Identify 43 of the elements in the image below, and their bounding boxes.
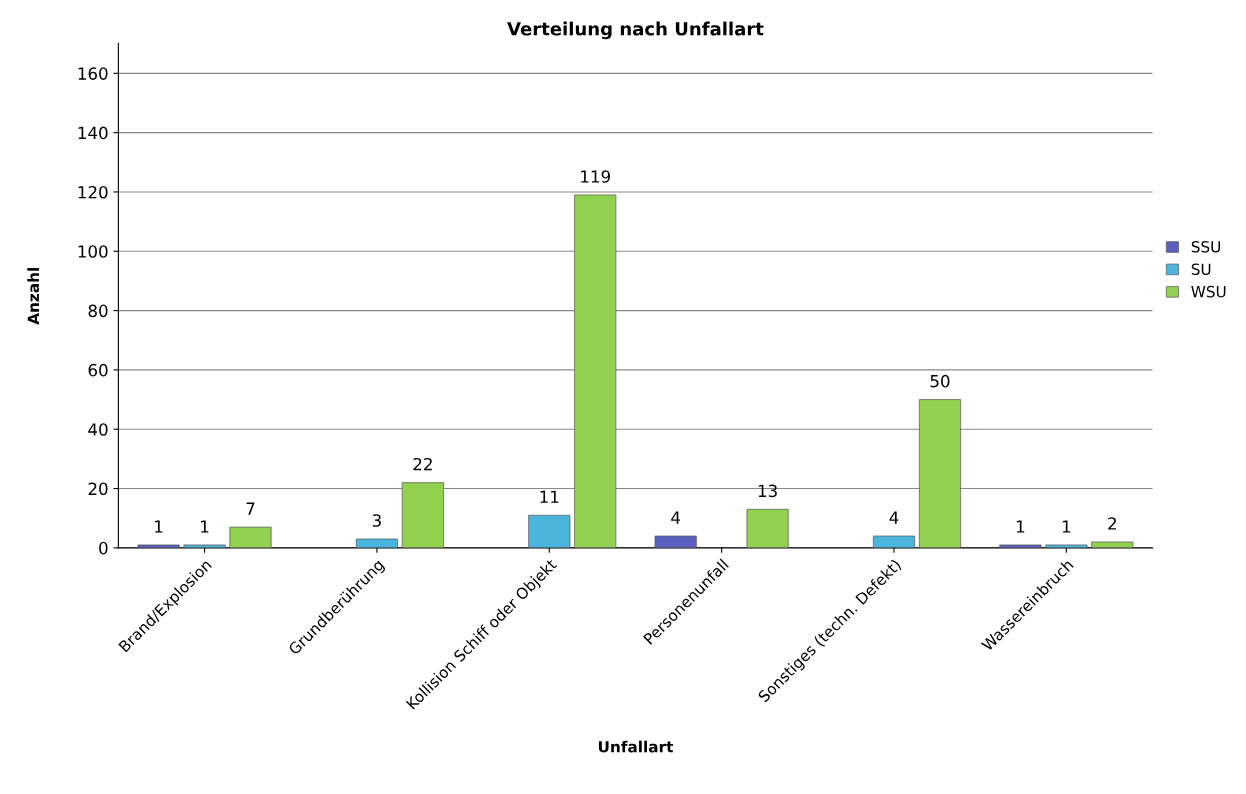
- bar: [229, 526, 272, 548]
- data-label: 7: [246, 502, 255, 515]
- bar: [1091, 541, 1134, 548]
- y-tick-label: 60: [88, 363, 108, 377]
- data-label: 1: [1016, 520, 1025, 533]
- data-label: 22: [413, 457, 432, 471]
- bar: [654, 535, 697, 548]
- y-tick-label: 0: [99, 541, 108, 555]
- data-label: 1: [1062, 520, 1071, 533]
- y-tick-label: 120: [78, 185, 108, 199]
- bar: [999, 544, 1042, 548]
- bar: [574, 194, 617, 548]
- chart-title: Verteilung nach Unfallart: [507, 21, 764, 40]
- legend-label: WSU: [1191, 285, 1226, 298]
- data-label: 4: [889, 511, 899, 524]
- bar: [746, 508, 789, 548]
- bar: [872, 535, 916, 548]
- y-tick-label: 80: [88, 304, 108, 318]
- data-label: 119: [581, 170, 610, 183]
- legend-label: SSU: [1191, 241, 1220, 253]
- y-axis-title: Anzahl: [27, 268, 40, 325]
- y-tick-label: 140: [78, 126, 108, 140]
- bar: [183, 544, 226, 548]
- data-label: 11: [540, 490, 559, 503]
- data-label: 1: [201, 520, 209, 533]
- bar: [137, 544, 180, 548]
- data-label: 4: [671, 511, 681, 524]
- data-label: 13: [758, 484, 777, 498]
- data-label: 1: [155, 520, 163, 533]
- data-label: 50: [930, 374, 950, 388]
- y-tick-label: 160: [78, 67, 108, 80]
- bar: [528, 514, 571, 548]
- bar: [355, 538, 398, 548]
- bar: [401, 482, 444, 548]
- bar: [1045, 544, 1088, 548]
- data-label: 3: [372, 514, 381, 527]
- x-axis-title: Unfallart: [598, 740, 674, 753]
- legend-label: SU: [1191, 263, 1211, 275]
- y-tick-label: 100: [78, 245, 108, 258]
- data-label: 2: [1108, 517, 1116, 530]
- y-tick-label: 20: [88, 482, 108, 496]
- y-tick-label: 40: [88, 423, 108, 436]
- bar: [918, 399, 961, 548]
